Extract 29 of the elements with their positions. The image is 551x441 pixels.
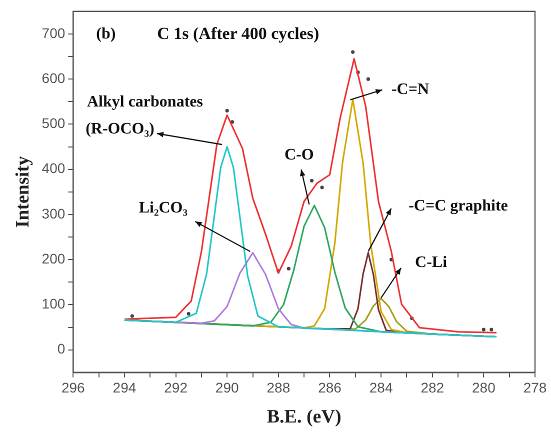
x-tick-label: 290 (215, 380, 239, 396)
annotation: C-O (284, 146, 314, 164)
annotation: -C=N (391, 80, 430, 98)
y-tick-label: 600 (42, 70, 66, 86)
annotation: C-Li (415, 254, 448, 272)
x-tick-label: 280 (472, 380, 496, 396)
y-tick-label: 0 (57, 340, 66, 357)
annotation: Alkyl carbonates (86, 94, 203, 111)
text: C 1s (After 400 cycles) (157, 24, 320, 43)
x-tick-label: 278 (523, 380, 547, 396)
annotation: (b) (96, 26, 116, 43)
x-tick-label: 288 (266, 380, 290, 396)
x-tick-label: 296 (61, 380, 86, 396)
y-tick-label: 300 (42, 205, 66, 222)
x-tick-label: 284 (369, 380, 393, 396)
y-axis-title: Intensity (12, 156, 34, 228)
y-tick-label: 200 (42, 250, 66, 266)
annotation: (R-OCO₃) (86, 120, 154, 138)
x-tick-label: 294 (112, 380, 136, 396)
x-tick-label: 292 (164, 380, 188, 396)
annotation: Li₂CO₃ (138, 200, 188, 217)
y-tick-label: 700 (42, 24, 66, 41)
y-tick-label: 100 (42, 296, 66, 312)
y-tick-label: 500 (42, 115, 66, 132)
annotation: -C=C graphite (408, 198, 508, 215)
y-tick-label: 400 (42, 160, 66, 176)
x-axis-title: B.E. (eV) (266, 406, 342, 428)
x-tick-label: 282 (420, 380, 444, 396)
x-tick-label: 286 (318, 380, 342, 396)
